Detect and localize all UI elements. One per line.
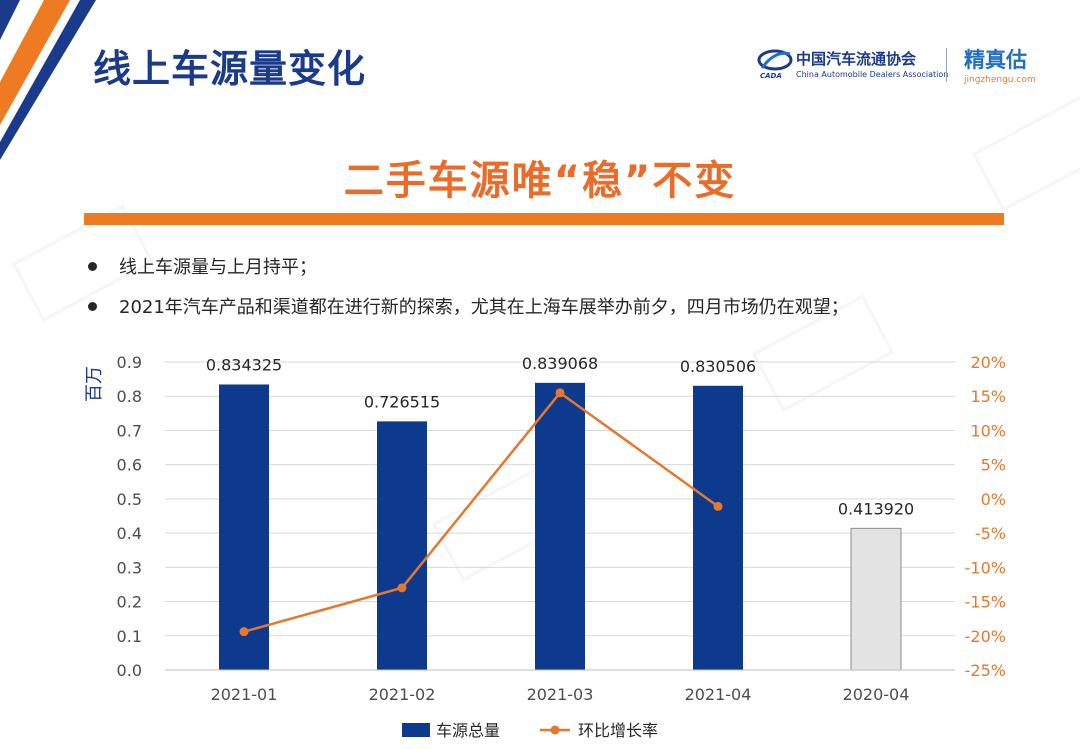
y2-tick-label: -10% (965, 558, 1006, 577)
bar-value-label: 0.726515 (364, 392, 440, 411)
y-axis-label: 百万 (84, 366, 105, 402)
headline-underline (84, 213, 1004, 225)
bullet-text: 线上车源量与上月持平； (119, 257, 317, 278)
x-tick-label: 2020-04 (843, 685, 910, 704)
bar (219, 384, 269, 670)
y2-tick-label: -15% (965, 593, 1006, 612)
corner-stripes-decoration (0, 0, 96, 160)
y2-tick-label: -25% (965, 661, 1006, 680)
bar-value-label: 0.839068 (522, 354, 598, 373)
bullet-item: 线上车源量与上月持平； (88, 253, 317, 279)
page-title: 线上车源量变化 (93, 47, 367, 91)
legend-line-label: 环比增长率 (578, 721, 658, 740)
y2-tick-label: 20% (970, 353, 1006, 372)
y-tick-label: 0.8 (117, 387, 142, 406)
jzg-url: jingzhengu.com (964, 75, 1036, 85)
legend-bar-swatch (402, 723, 430, 737)
jzg-logo: 精真估 jingzhengu.com (964, 44, 1036, 85)
bar (535, 382, 585, 670)
y-tick-label: 0.2 (117, 593, 142, 612)
bar (850, 527, 902, 671)
y-tick-label: 0.6 (117, 456, 142, 475)
growth-rate-point (397, 583, 407, 593)
bar (377, 421, 427, 670)
x-tick-label: 2021-01 (211, 685, 278, 704)
y-tick-label: 0.9 (117, 353, 142, 372)
y-tick-label: 0.0 (117, 661, 142, 680)
bullet-item: 2021年汽车产品和渠道都在进行新的探索，尤其在上海车展举办前夕，四月市场仍在观… (88, 293, 849, 319)
jzg-name-cn: 精真估 (964, 48, 1027, 72)
y-tick-label: 0.5 (117, 490, 142, 509)
cada-name-cn: 中国汽车流通协会 (796, 50, 917, 68)
cada-name-en: China Automobile Dealers Association (796, 70, 949, 79)
growth-rate-point (555, 388, 565, 398)
legend-line-marker (550, 725, 560, 735)
x-tick-label: 2021-03 (527, 685, 594, 704)
headline: 二手车源唯“稳”不变 (343, 158, 737, 204)
y-tick-label: 0.1 (117, 627, 142, 646)
y2-tick-label: 10% (970, 421, 1006, 440)
y2-tick-label: -5% (975, 524, 1006, 543)
y-tick-label: 0.3 (117, 558, 142, 577)
cada-mark-text: CADA (760, 72, 782, 80)
bullet-dot-icon (88, 301, 97, 311)
bar-value-label: 0.834325 (206, 355, 282, 374)
x-tick-label: 2021-04 (685, 685, 752, 704)
bullet-dot-icon (88, 261, 97, 271)
y2-tick-label: 0% (981, 490, 1006, 509)
cada-logo-icon (757, 49, 793, 71)
y2-tick-label: 15% (970, 387, 1006, 406)
bar-value-label: 0.830506 (680, 357, 756, 376)
bar (693, 385, 743, 670)
y2-tick-label: 5% (981, 456, 1006, 475)
growth-rate-point (239, 627, 249, 637)
logo-divider (946, 48, 947, 82)
y-tick-label: 0.4 (117, 524, 142, 543)
y2-tick-label: -20% (965, 627, 1006, 646)
growth-rate-line (243, 391, 719, 633)
y-tick-label: 0.7 (117, 421, 142, 440)
growth-rate-point (713, 501, 723, 511)
x-tick-label: 2021-02 (369, 685, 436, 704)
bullet-text: 2021年汽车产品和渠道都在进行新的探索，尤其在上海车展举办前夕，四月市场仍在观… (119, 297, 849, 318)
bar-value-label: 0.413920 (838, 499, 914, 518)
legend-bar-label: 车源总量 (436, 721, 500, 740)
cada-logo: CADA 中国汽车流通协会 China Automobile Dealers A… (756, 44, 956, 88)
